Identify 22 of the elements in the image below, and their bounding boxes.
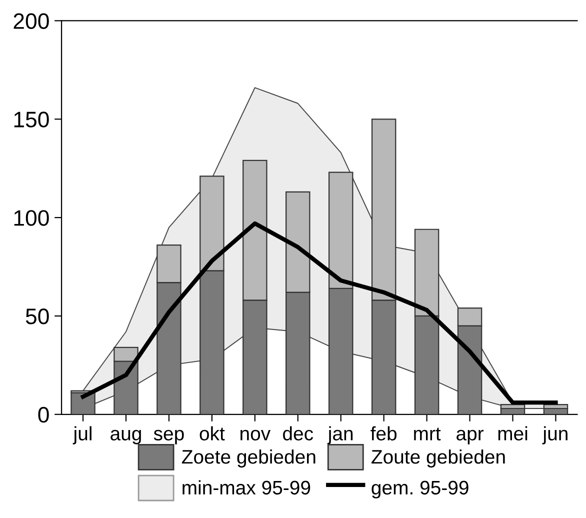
x-tick-label: jul [72,426,92,444]
x-tick-label: mrt [414,428,441,440]
y-tick-label: 0 [38,406,49,423]
y-tick-label: 200 [14,13,49,29]
x-tick-label: apr [456,430,484,444]
legend-label: gem. 95-99 [372,480,468,498]
x-tick-label: mei [498,426,528,440]
x-tick-label: dec [283,426,314,440]
x-tick-label: okt [200,426,225,440]
x-tick-label: aug [110,430,141,444]
x-tick-label: jan [327,426,353,444]
text: min-max 95-99 [182,480,310,495]
y-tick-label: 150 [14,112,49,128]
x-tick-label: jun [542,426,568,444]
legend-label: Zoute gebieden [372,449,505,468]
line-series [80,221,558,405]
legend-label: Zoete gebieden [182,449,316,468]
y-tick-label: 100 [14,210,49,226]
x-tick-label: nov [240,430,271,440]
x-tick-label: feb [370,426,397,440]
y-tick-label: 50 [26,308,49,324]
x-tick-label: sep [154,430,184,444]
